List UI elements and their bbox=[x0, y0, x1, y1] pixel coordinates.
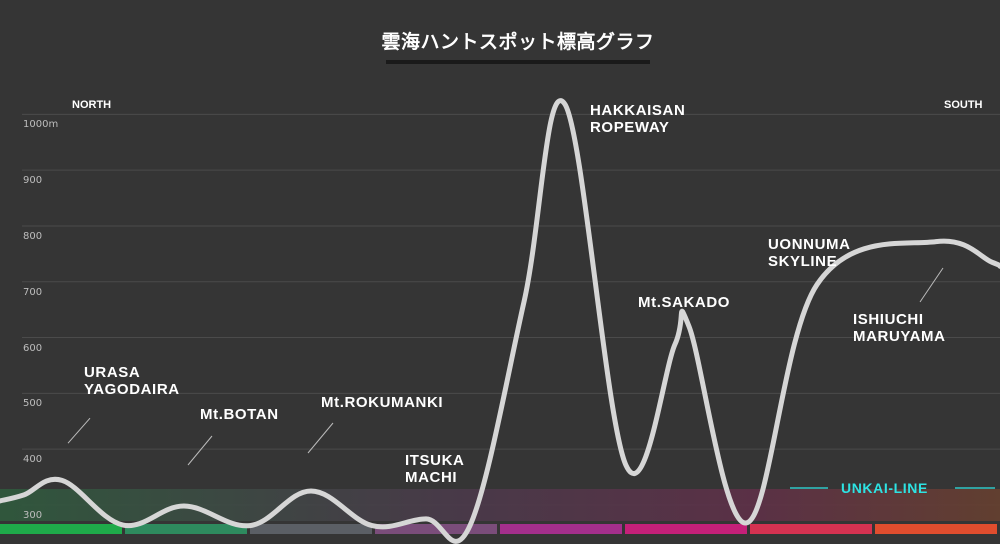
north-label: NORTH bbox=[72, 99, 112, 111]
label-leaders bbox=[67, 267, 944, 466]
band-segment bbox=[875, 524, 997, 534]
spot-leader-line bbox=[187, 435, 213, 466]
y-tick-label: 900 bbox=[23, 175, 43, 187]
band-segment bbox=[750, 524, 872, 534]
spot-label-itsuka-machi: ITSUKA MACHI bbox=[405, 452, 465, 486]
band-segment bbox=[500, 524, 622, 534]
y-tick-label: 300 bbox=[23, 509, 43, 521]
elevation-line bbox=[0, 98, 1000, 544]
band-segment bbox=[0, 524, 122, 534]
chart-title: 雲海ハントスポット標高グラフ bbox=[381, 31, 655, 53]
y-tick-label: 800 bbox=[23, 230, 43, 242]
y-tick-label: 500 bbox=[23, 398, 43, 410]
spot-label-mt-botan: Mt.BOTAN bbox=[200, 406, 279, 423]
grid-lines bbox=[22, 113, 1000, 506]
band-segment bbox=[375, 524, 497, 534]
y-tick-label: 1000m bbox=[23, 119, 59, 131]
unkai-line-label: UNKAI-LINE bbox=[841, 480, 928, 496]
spot-label-hakkaisan-ropeway: HAKKAISAN ROPEWAY bbox=[590, 102, 686, 136]
band-segment bbox=[250, 524, 372, 534]
band-segment bbox=[625, 524, 747, 534]
bottom-color-band bbox=[0, 524, 997, 534]
spot-label-uonnuma-skyline: UONNUMA SKYLINE bbox=[768, 236, 851, 270]
band-segment bbox=[125, 524, 247, 534]
unkai-fog-band bbox=[0, 489, 1000, 521]
spot-label-ishiuchi-maruyama: ISHIUCHI MARUYAMA bbox=[853, 311, 946, 345]
y-tick-label: 400 bbox=[23, 454, 43, 466]
spot-label-mt-rokumanki: Mt.ROKUMANKI bbox=[321, 394, 444, 411]
spot-leader-line bbox=[67, 417, 91, 444]
spot-leader-line bbox=[307, 422, 334, 454]
south-label: SOUTH bbox=[944, 99, 983, 111]
spot-label-mt-sakado: Mt.SAKADO bbox=[638, 294, 731, 311]
spot-label-urasa-yagodaira: URASA YAGODAIRA bbox=[84, 364, 180, 398]
spot-leader-line bbox=[919, 267, 944, 303]
y-tick-label: 700 bbox=[23, 286, 43, 298]
y-tick-label: 600 bbox=[23, 342, 43, 354]
title-underline bbox=[386, 60, 650, 64]
